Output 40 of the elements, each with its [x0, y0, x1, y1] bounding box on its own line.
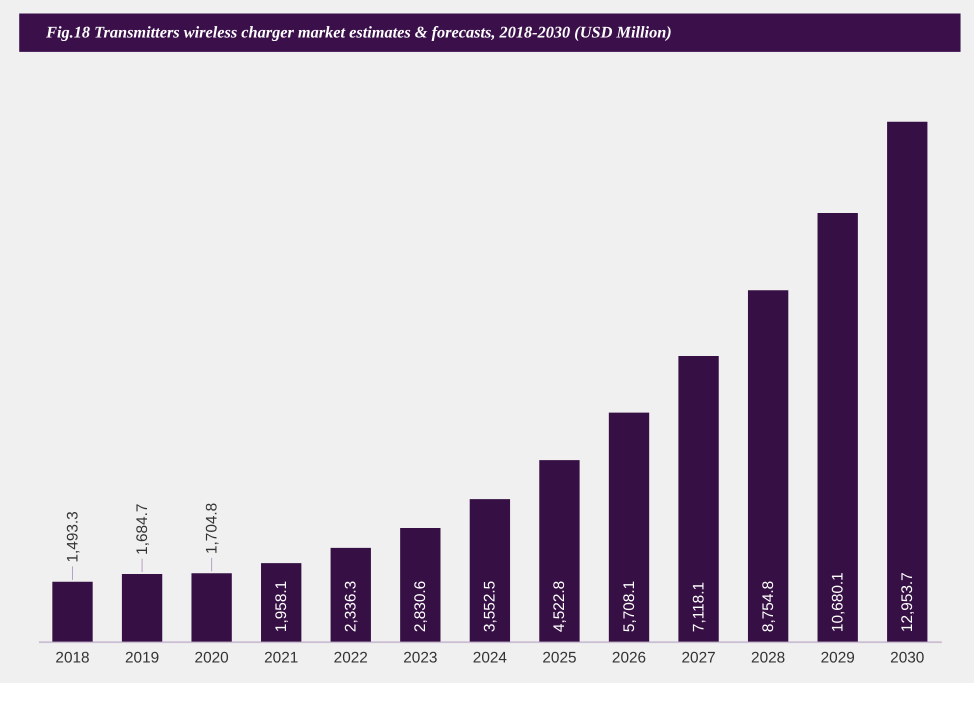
data-label: 1,493.3 — [64, 511, 82, 563]
bar — [400, 528, 440, 642]
data-label: 2,830.6 — [412, 580, 430, 632]
chart-title: Fig.18 Transmitters wireless charger market estimates & forecasts, 2018-2030 (USD Million) — [45, 22, 672, 42]
x-tick-label: 2023 — [403, 649, 438, 666]
data-label: 10,680.1 — [829, 572, 846, 632]
bar — [539, 460, 580, 642]
x-tick-label: 2028 — [751, 649, 786, 666]
data-label: 7,118.1 — [690, 582, 708, 632]
bar — [122, 574, 162, 642]
bar — [191, 573, 232, 642]
x-tick-label: 2024 — [472, 649, 508, 666]
x-tick-label: 2022 — [334, 649, 368, 666]
data-label: 12,953.7 — [899, 572, 916, 632]
bar — [52, 582, 93, 642]
bar — [887, 122, 928, 642]
bar — [330, 548, 371, 642]
bar — [261, 563, 302, 642]
x-tick-label: 2020 — [194, 649, 229, 666]
x-tick-label: 2018 — [55, 649, 90, 666]
data-label: 2,336.3 — [342, 580, 360, 632]
data-label: 5,708.1 — [620, 580, 638, 632]
bar — [608, 412, 650, 642]
x-tick-label: 2019 — [124, 649, 160, 666]
data-label: 1,958.1 — [272, 580, 290, 632]
x-tick-label: 2029 — [820, 649, 855, 666]
x-tick-label: 2021 — [264, 649, 298, 666]
bar — [470, 499, 510, 642]
x-tick-label: 2026 — [612, 649, 646, 666]
data-label: 1,704.8 — [203, 502, 220, 554]
data-label: 3,552.5 — [482, 580, 499, 632]
data-label: 8,754.8 — [760, 580, 777, 632]
x-tick-label: 2025 — [542, 649, 577, 666]
x-tick-label: 2030 — [890, 649, 924, 666]
data-label: 4,522.8 — [551, 580, 568, 632]
bar — [818, 213, 858, 642]
x-tick-label: 2027 — [681, 649, 716, 666]
data-label: 1,684.7 — [134, 504, 151, 555]
bar — [678, 356, 719, 642]
bar — [748, 290, 788, 642]
